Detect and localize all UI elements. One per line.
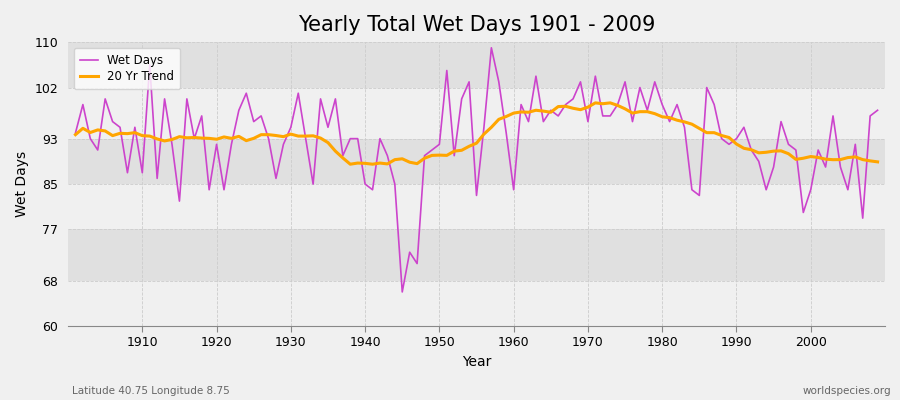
Wet Days [397, 290, 408, 294]
20 Yr Trend [590, 100, 600, 105]
Bar [68, 42, 885, 88]
Legend: Wet Days, 20 Yr Trend: Wet Days, 20 Yr Trend [74, 48, 180, 89]
Text: Latitude 40.75 Longitude 8.75: Latitude 40.75 Longitude 8.75 [72, 386, 230, 396]
Line: Wet Days: Wet Days [76, 48, 878, 292]
Title: Yearly Total Wet Days 1901 - 2009: Yearly Total Wet Days 1901 - 2009 [298, 15, 655, 35]
Bar [68, 230, 885, 281]
20 Yr Trend [612, 103, 623, 108]
Wet Days [130, 125, 140, 130]
Y-axis label: Wet Days: Wet Days [15, 151, 29, 217]
Wet Days [523, 119, 534, 124]
Line: 20 Yr Trend: 20 Yr Trend [76, 103, 878, 164]
Bar [68, 281, 885, 326]
Wet Days [486, 45, 497, 50]
20 Yr Trend [508, 111, 519, 116]
20 Yr Trend [130, 130, 140, 135]
20 Yr Trend [338, 156, 348, 160]
20 Yr Trend [345, 162, 356, 166]
20 Yr Trend [516, 110, 526, 114]
20 Yr Trend [872, 160, 883, 164]
Wet Days [292, 91, 303, 96]
Wet Days [872, 108, 883, 113]
Bar [68, 184, 885, 230]
Text: worldspecies.org: worldspecies.org [803, 386, 891, 396]
Wet Days [338, 153, 348, 158]
X-axis label: Year: Year [462, 355, 491, 369]
Bar [68, 88, 885, 139]
20 Yr Trend [70, 132, 81, 137]
20 Yr Trend [292, 134, 303, 138]
Bar [68, 139, 885, 184]
Wet Days [516, 102, 526, 107]
Wet Days [70, 130, 81, 135]
Wet Days [612, 102, 623, 107]
